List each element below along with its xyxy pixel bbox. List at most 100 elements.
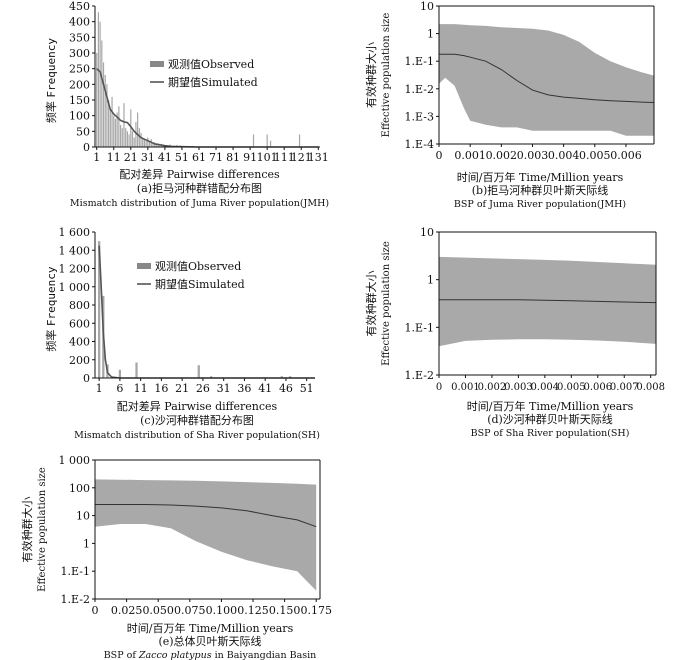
observed-bar (155, 143, 157, 147)
panel-subtitle-cn: (c)沙河种群错配分布图 (140, 413, 254, 427)
x-tick-label: 0.025 (111, 604, 143, 617)
y-tick-label: 1.E-1 (61, 565, 90, 578)
y-tick-label: 1.E-2 (405, 83, 434, 96)
x-tick-label: 91 (243, 151, 257, 164)
x-tick-label: 1 (96, 382, 103, 395)
y-tick-label: 200 (69, 354, 90, 367)
x-tick-label: 31 (217, 382, 231, 395)
panel-subtitle-en: BSP of Zacco platypus in Baiyangdian Bas… (104, 650, 317, 660)
observed-bar (288, 376, 292, 378)
observed-bar (125, 128, 127, 147)
legend-observed-swatch (150, 61, 164, 67)
y-tick-label: 100 (69, 110, 90, 123)
observed-bar (119, 125, 122, 147)
y-axis-label-en: Effective population size (381, 13, 392, 138)
y-axis-label-cn: 频率 (44, 326, 58, 352)
x-tick-label: 0.003 (517, 149, 549, 162)
observed-bar (148, 140, 151, 147)
x-tick-label: 6 (116, 382, 123, 395)
x-tick-label: 0.150 (269, 604, 301, 617)
y-tick-label: 200 (69, 78, 90, 91)
y-tick-label: 1.E-3 (405, 110, 434, 123)
median-line (439, 299, 657, 304)
y-tick-label: 1.E-4 (405, 138, 434, 151)
observed-bar (135, 121, 137, 147)
observed-bar (298, 134, 301, 147)
y-axis-label-en: Frequency (45, 38, 58, 98)
x-tick-label: 0.005 (557, 382, 586, 393)
observed-bar (126, 131, 128, 147)
x-tick-label: 81 (226, 151, 240, 164)
y-axis-label-en: Effective population size (381, 241, 392, 366)
observed-bar (106, 84, 108, 147)
y-tick-label: 400 (69, 16, 90, 29)
y-tick-label: 100 (69, 482, 90, 495)
x-tick-label: 1 (93, 151, 100, 164)
x-tick-label: 51 (300, 382, 314, 395)
x-tick-label: 0.075 (174, 604, 206, 617)
y-axis-label-cn: 频率 (44, 98, 58, 124)
x-tick-label: 0.008 (636, 382, 665, 393)
x-tick-label: 0.004 (531, 382, 560, 393)
y-tick-label: 450 (69, 0, 90, 13)
y-axis-label: 频率 Frequency (44, 266, 58, 351)
y-axis-label-en: Frequency (45, 266, 58, 326)
y-axis-label: 频率 Frequency (44, 38, 58, 123)
x-tick-label: 41 (258, 382, 272, 395)
y-axis-label-cn: 有效种群大小 (364, 271, 378, 337)
observed-bar (280, 376, 283, 378)
observed-bar (111, 96, 113, 147)
legend-observed-label: 观测值Observed (155, 260, 241, 273)
legend-observed-swatch (137, 263, 151, 269)
x-tick-label: 51 (175, 151, 189, 164)
y-tick-label: 400 (69, 336, 90, 349)
observed-bar (118, 369, 122, 378)
x-tick-label: 0 (92, 604, 99, 617)
y-tick-label: 10 (76, 510, 90, 523)
x-axis-label: 配对差异 Pairwise differences (117, 399, 278, 413)
y-tick-label: 1 600 (59, 226, 91, 239)
y-axis-label-cn: 有效种群大小 (364, 42, 378, 108)
x-tick-label: 21 (175, 382, 189, 395)
panel-subtitle-en-species: Zacco platypus (138, 650, 212, 660)
panel-subtitle-cn: (e)总体贝叶斯天际线 (158, 634, 261, 648)
y-tick-label: 1 400 (59, 244, 91, 257)
observed-bar (130, 109, 132, 147)
x-tick-label: 0 (436, 382, 442, 393)
x-tick-label: 36 (237, 382, 251, 395)
observed-bar (147, 137, 149, 147)
y-tick-label: 1 000 (59, 454, 91, 467)
x-tick-label: 41 (158, 151, 172, 164)
observed-bar (104, 74, 106, 147)
x-tick-label: 0.001 (451, 382, 480, 393)
panel-subtitle-en-suffix: in Baiyangdian Basin (212, 650, 317, 660)
y-tick-label: 1.E-2 (61, 593, 90, 606)
hpd-interval-band (95, 479, 317, 591)
observed-bar (131, 131, 134, 147)
y-tick-label: 300 (69, 47, 90, 60)
panel-subtitle-cn: (d)沙河种群贝叶斯天际线 (487, 412, 613, 426)
observed-bar (128, 134, 130, 147)
observed-bar (108, 100, 110, 147)
x-tick-label: 111 (274, 151, 295, 164)
x-tick-label: 0.001 (454, 149, 486, 162)
x-axis-label: 时间/百万年 Time/Million years (127, 621, 294, 635)
hpd-interval-band (439, 256, 656, 347)
hpd-interval-band (439, 24, 654, 136)
x-tick-label: 46 (279, 382, 293, 395)
x-tick-label: 26 (196, 382, 210, 395)
y-tick-label: 800 (69, 299, 90, 312)
observed-bar (123, 103, 125, 147)
y-axis-label-en: Effective population size (37, 467, 48, 592)
x-tick-label: 131 (308, 151, 329, 164)
observed-bar (114, 118, 117, 147)
observed-bar (116, 112, 118, 147)
panel-subtitle-en: Mismatch distribution of Sha River popul… (74, 430, 320, 441)
observed-bar (118, 106, 120, 147)
x-tick-label: 0.005 (579, 149, 611, 162)
x-tick-label: 0.050 (142, 604, 174, 617)
x-tick-label: 0.006 (610, 149, 642, 162)
median-line (95, 504, 317, 528)
